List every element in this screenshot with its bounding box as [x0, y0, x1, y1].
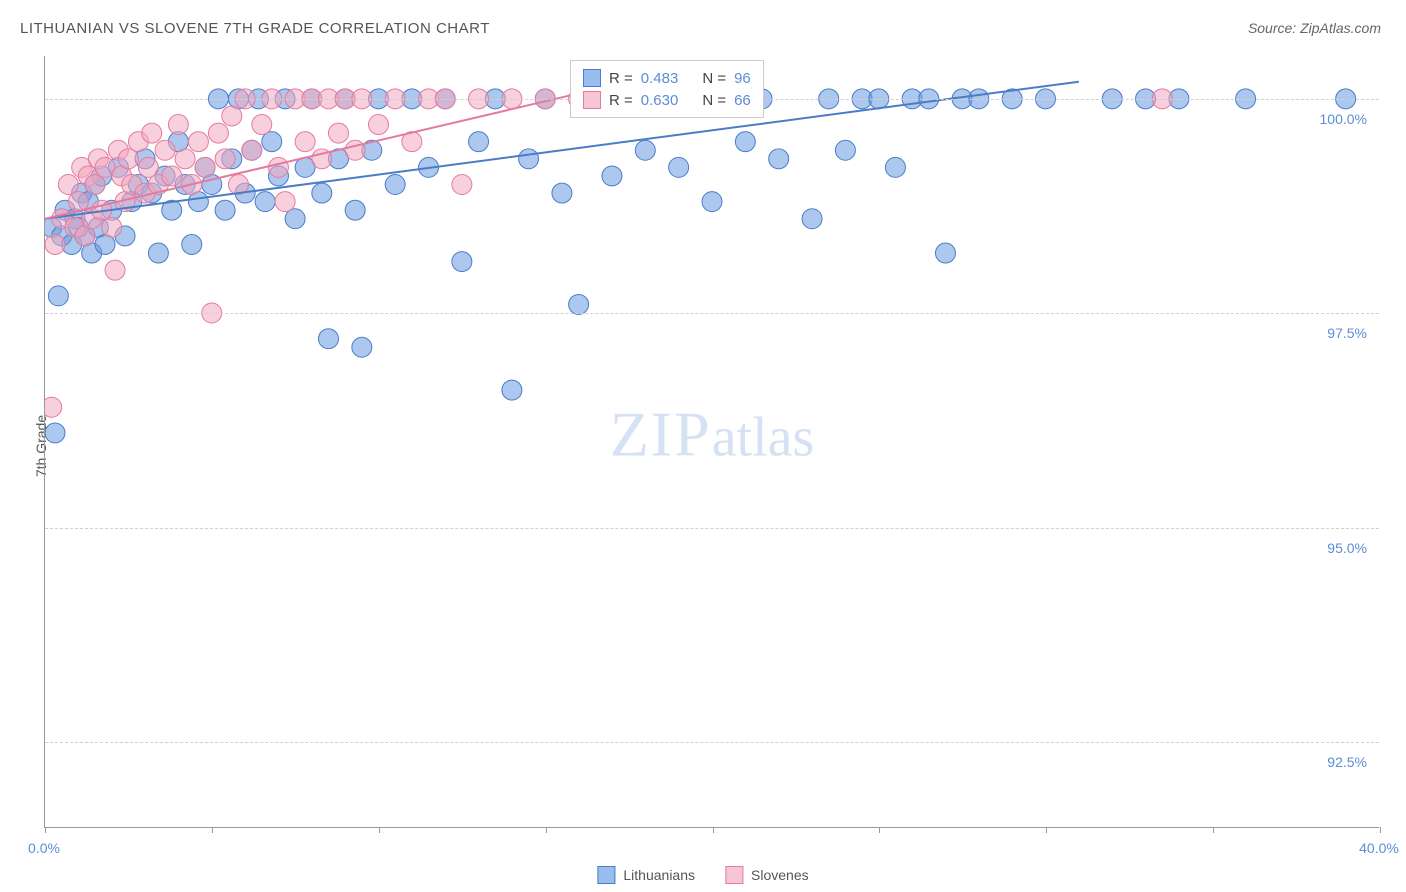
y-tick-label: 92.5%	[1327, 754, 1367, 770]
data-point	[552, 183, 572, 203]
x-tick	[879, 827, 880, 833]
data-point	[702, 192, 722, 212]
data-point	[452, 252, 472, 272]
data-point	[602, 166, 622, 186]
data-point	[635, 140, 655, 160]
data-point	[328, 123, 348, 143]
legend-n-value: 66	[734, 92, 751, 109]
correlation-legend: R = 0.483 N = 96 R = 0.630 N = 66	[570, 60, 764, 118]
legend-swatch	[583, 91, 601, 109]
data-point	[58, 175, 78, 195]
data-point	[182, 234, 202, 254]
x-tick-label: 0.0%	[28, 840, 60, 856]
data-point	[452, 175, 472, 195]
data-point	[769, 149, 789, 169]
source-label: Source: ZipAtlas.com	[1248, 20, 1381, 36]
data-point	[385, 175, 405, 195]
x-tick	[45, 827, 46, 833]
x-tick	[379, 827, 380, 833]
data-point	[148, 243, 168, 263]
data-point	[142, 123, 162, 143]
x-tick	[212, 827, 213, 833]
data-point	[215, 200, 235, 220]
x-tick-label: 40.0%	[1359, 840, 1399, 856]
y-tick-label: 100.0%	[1320, 111, 1367, 127]
data-point	[285, 209, 305, 229]
data-point	[569, 294, 589, 314]
x-tick	[1380, 827, 1381, 833]
data-point	[469, 132, 489, 152]
data-layer	[45, 56, 1379, 827]
data-point	[45, 423, 65, 443]
legend-r-label: R =	[609, 70, 633, 87]
x-tick	[546, 827, 547, 833]
plot-area: ZIPatlas 92.5%95.0%97.5%100.0%	[44, 56, 1379, 828]
data-point	[168, 115, 188, 135]
data-point	[352, 337, 372, 357]
legend-row: R = 0.630 N = 66	[583, 89, 751, 111]
data-point	[885, 157, 905, 177]
data-point	[105, 260, 125, 280]
legend-item: Slovenes	[725, 866, 809, 884]
legend-label: Lithuanians	[623, 867, 695, 883]
x-tick	[1046, 827, 1047, 833]
data-point	[155, 140, 175, 160]
data-point	[138, 157, 158, 177]
legend-r-label: R =	[609, 92, 633, 109]
data-point	[669, 157, 689, 177]
y-tick-label: 97.5%	[1327, 325, 1367, 341]
legend-label: Slovenes	[751, 867, 809, 883]
x-tick	[713, 827, 714, 833]
data-point	[369, 115, 389, 135]
gridline	[45, 313, 1379, 314]
legend-swatch	[583, 69, 601, 87]
x-tick	[1213, 827, 1214, 833]
legend-swatch	[725, 866, 743, 884]
data-point	[222, 106, 242, 126]
chart-title: LITHUANIAN VS SLOVENE 7TH GRADE CORRELAT…	[20, 20, 490, 37]
data-point	[935, 243, 955, 263]
legend-swatch	[597, 866, 615, 884]
data-point	[345, 200, 365, 220]
data-point	[502, 380, 522, 400]
data-point	[735, 132, 755, 152]
data-point	[85, 175, 105, 195]
gridline	[45, 742, 1379, 743]
data-point	[242, 140, 262, 160]
data-point	[48, 286, 68, 306]
data-point	[345, 140, 365, 160]
data-point	[252, 115, 272, 135]
data-point	[268, 157, 288, 177]
legend-r-value: 0.630	[641, 92, 679, 109]
y-tick-label: 95.0%	[1327, 540, 1367, 556]
data-point	[318, 329, 338, 349]
legend-n-value: 96	[734, 70, 751, 87]
data-point	[295, 132, 315, 152]
legend-item: Lithuanians	[597, 866, 695, 884]
legend-n-label: N =	[702, 70, 726, 87]
legend-row: R = 0.483 N = 96	[583, 67, 751, 89]
data-point	[195, 157, 215, 177]
data-point	[45, 234, 65, 254]
data-point	[175, 149, 195, 169]
data-point	[208, 123, 228, 143]
legend-r-value: 0.483	[641, 70, 679, 87]
data-point	[45, 397, 62, 417]
data-point	[312, 183, 332, 203]
data-point	[802, 209, 822, 229]
data-point	[255, 192, 275, 212]
data-point	[275, 192, 295, 212]
data-point	[188, 132, 208, 152]
data-point	[102, 217, 122, 237]
data-point	[162, 166, 182, 186]
gridline	[45, 528, 1379, 529]
data-point	[118, 149, 138, 169]
legend-n-label: N =	[702, 92, 726, 109]
series-legend: Lithuanians Slovenes	[597, 866, 808, 884]
data-point	[262, 132, 282, 152]
data-point	[215, 149, 235, 169]
data-point	[835, 140, 855, 160]
data-point	[519, 149, 539, 169]
